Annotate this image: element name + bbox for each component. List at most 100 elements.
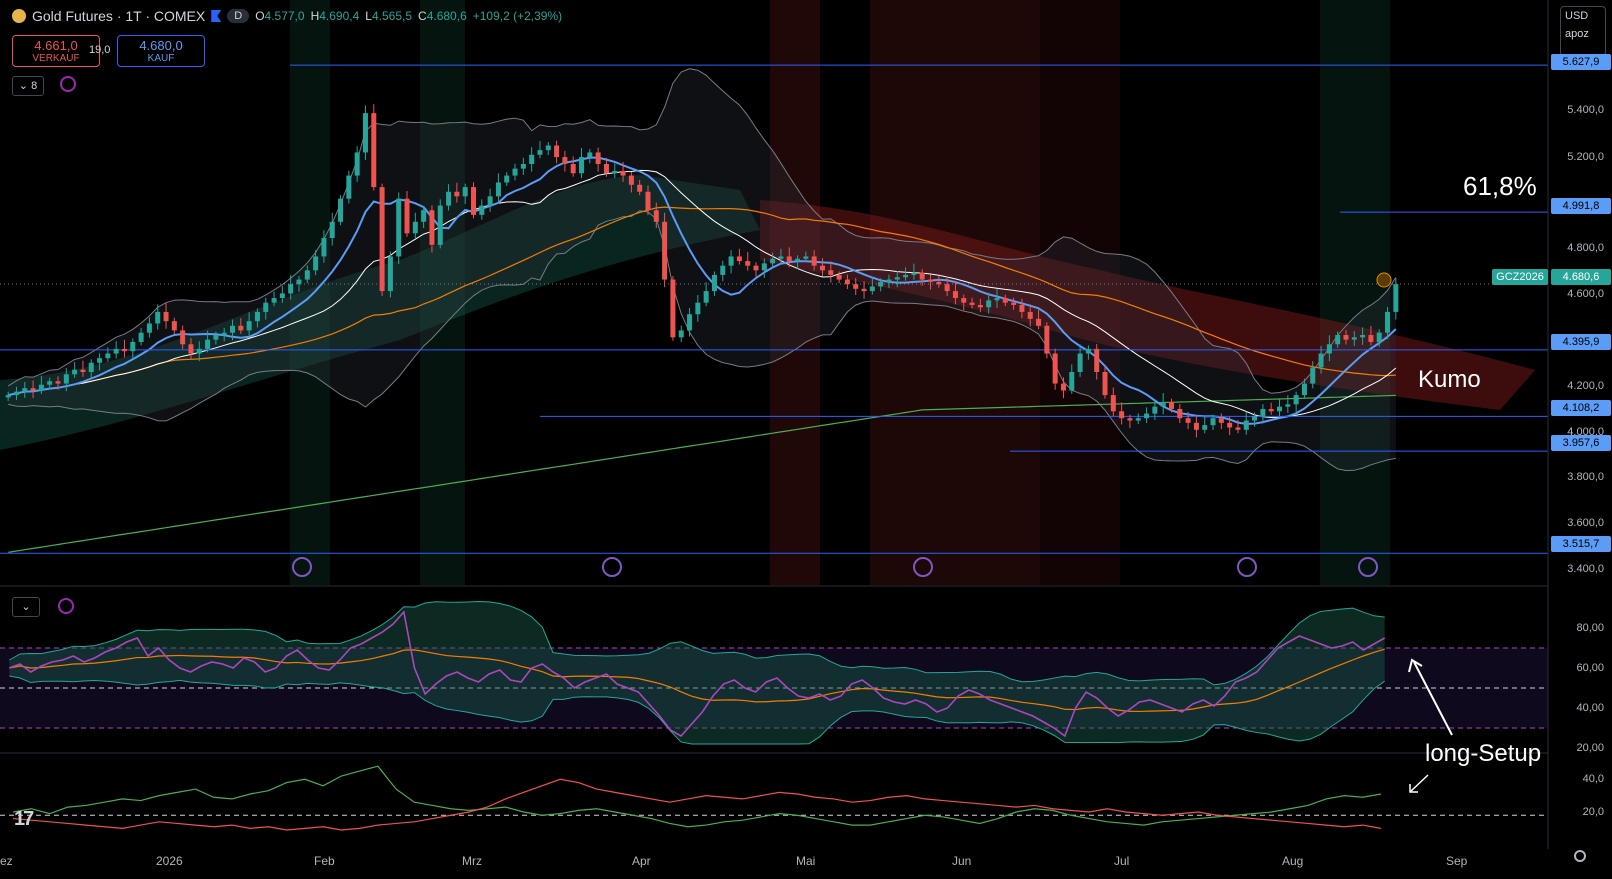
candle-body [205, 339, 211, 349]
candle-body [470, 187, 476, 215]
level-tag[interactable]: 4.395,9 [1551, 334, 1611, 350]
refresh-icon[interactable] [60, 76, 76, 92]
candle-body [512, 168, 518, 176]
candle-body [188, 344, 194, 354]
candle-body [703, 291, 709, 303]
candle-body [836, 274, 842, 280]
rsi-bb-lower [9, 675, 1385, 745]
candle-body [446, 191, 452, 206]
candle-body [437, 205, 443, 245]
candle-body [1293, 395, 1299, 405]
period-band [290, 0, 330, 585]
candle-body [1193, 422, 1199, 430]
candle-body [1069, 372, 1075, 391]
candle-body [1152, 406, 1158, 414]
candle-body [213, 335, 219, 340]
candle-body [1002, 298, 1008, 303]
candle-body [1268, 408, 1274, 412]
candle-body [304, 270, 310, 280]
event-marker-icon [1358, 557, 1378, 577]
candle-body [429, 210, 435, 245]
fib-annotation: 61,8% [1463, 171, 1537, 201]
candle-body [346, 175, 352, 199]
kumo-cloud-bear [760, 200, 1535, 410]
symbol-title[interactable]: Gold Futures · 1T · COMEX [32, 8, 206, 24]
candle-body [986, 300, 992, 308]
kumo-annotation: Kumo [1418, 366, 1481, 393]
candle-body [628, 175, 634, 185]
candle-body [678, 330, 684, 338]
dmi-axis-label: 20,0 [1582, 806, 1604, 818]
candle-body [670, 279, 676, 338]
candle-body [138, 332, 144, 342]
chevron-down-icon: ⌄ [18, 80, 29, 92]
level-tag[interactable]: 3.957,6 [1551, 435, 1611, 451]
currency-unit: apoz [1565, 28, 1589, 40]
candle-body [936, 281, 942, 285]
candle-body [1277, 406, 1283, 412]
x-axis-label: Jun [952, 854, 972, 868]
candle-body [72, 369, 78, 375]
high-value: 4.690,4 [319, 9, 360, 23]
timeframe-badge[interactable]: D [227, 9, 250, 23]
candle-body [246, 321, 252, 331]
candle-body [504, 175, 510, 183]
pane-collapse-button[interactable]: ⌄ [12, 597, 40, 617]
buy-button[interactable]: 4.680,0 KAUF [117, 35, 205, 67]
candle-body [1127, 418, 1133, 421]
settings-gear-icon[interactable] [1574, 850, 1586, 862]
candle-body [1318, 353, 1324, 368]
refresh-icon[interactable] [58, 598, 74, 614]
bollinger-upper [7, 68, 1397, 394]
tradingview-logo[interactable]: 17 [14, 808, 34, 830]
candle-body [844, 279, 850, 285]
x-axis-label: Jul [1114, 854, 1130, 868]
sma-20-line [8, 169, 1397, 419]
candle-body [653, 210, 659, 222]
level-tag[interactable]: 4.991,8 [1551, 198, 1611, 214]
candle-body [570, 164, 576, 174]
candle-body [80, 369, 86, 372]
sell-button[interactable]: 4.661,0 VERKAUF [12, 35, 100, 67]
x-axis-label: Mai [796, 854, 816, 868]
x-axis-label: Feb [314, 854, 335, 868]
candle-body [163, 311, 169, 322]
candle-body [1119, 411, 1125, 419]
price-axis-label: 4.200,0 [1567, 380, 1604, 392]
candle-body [462, 187, 468, 197]
candle-body [1310, 367, 1316, 384]
event-marker-icon [1237, 557, 1257, 577]
rsi-axis-label: 20,00 [1576, 742, 1604, 754]
candle-body [828, 270, 834, 275]
candle-body [1227, 422, 1233, 428]
candle-body [579, 157, 585, 174]
candle-body [30, 388, 36, 391]
currency-selector[interactable]: USD apoz [1560, 6, 1606, 56]
candle-body [861, 288, 867, 292]
candle-body [728, 256, 734, 266]
level-tag[interactable]: 3.515,7 [1551, 536, 1611, 552]
candle-body [180, 330, 186, 345]
level-tag[interactable]: 4.108,2 [1551, 400, 1611, 416]
low-value: 4.565,5 [371, 9, 413, 23]
indicator-toggle-button[interactable]: ⌄ 8 [12, 76, 44, 96]
level-tag[interactable]: 5.627,9 [1551, 54, 1611, 70]
annotation-arrow [1409, 774, 1429, 793]
candle-body [869, 286, 875, 292]
candle-body [961, 298, 967, 303]
candle-body [1210, 418, 1216, 426]
candle-body [1160, 402, 1166, 407]
candle-body [238, 325, 244, 331]
price-axis-label: 5.400,0 [1567, 104, 1604, 116]
candle-body [919, 272, 925, 280]
close-label: C [418, 9, 427, 23]
candle-body [811, 256, 817, 266]
x-axis-label: Aug [1282, 854, 1304, 868]
symbol-tag: GCZ2026 [1492, 269, 1548, 285]
candle-body [944, 284, 950, 292]
candle-body [55, 381, 61, 384]
candle-body [362, 113, 368, 153]
flag-icon[interactable] [211, 10, 222, 22]
candle-body [479, 205, 485, 215]
